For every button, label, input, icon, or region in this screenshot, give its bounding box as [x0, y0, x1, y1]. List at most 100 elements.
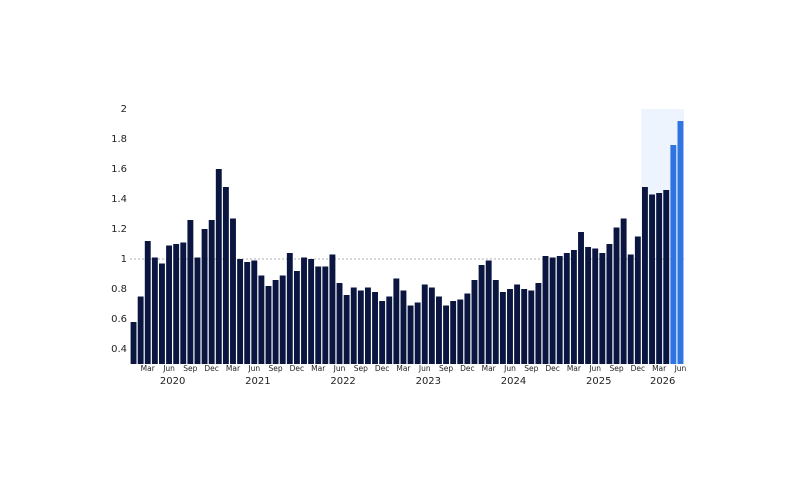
bar [372, 292, 378, 364]
x-tick-label: Mar [311, 364, 326, 373]
bar [350, 287, 357, 364]
bar [656, 193, 663, 364]
y-tick-label: 1.6 [111, 164, 127, 175]
bar [237, 259, 244, 364]
x-tick-label: Jun [588, 364, 601, 373]
bar [464, 293, 471, 364]
x-tick-label: Jun [333, 364, 346, 373]
x-tick-label: Dec [631, 364, 646, 373]
year-label: 2026 [650, 376, 675, 387]
year-label: 2024 [501, 376, 526, 387]
bar [414, 302, 421, 364]
x-tick-label: Sep [183, 364, 197, 373]
bar [293, 271, 300, 364]
year-label: 2025 [586, 376, 611, 387]
bar [173, 244, 180, 364]
bar [308, 259, 315, 364]
year-label: 2021 [245, 376, 270, 387]
bar [421, 284, 428, 364]
bar [620, 218, 627, 364]
bar [528, 290, 535, 364]
bar [208, 220, 215, 364]
x-tick-label: Mar [226, 364, 241, 373]
bar [265, 286, 272, 364]
bar [507, 289, 513, 364]
bar [436, 296, 442, 364]
x-tick-label: Jun [247, 364, 260, 373]
year-label: 2022 [330, 376, 355, 387]
x-tick-label: Sep [609, 364, 623, 373]
bar [499, 292, 506, 364]
bar [244, 262, 251, 364]
y-tick-label: 1 [121, 254, 127, 265]
bar [641, 187, 648, 364]
bar [677, 121, 684, 364]
bar [450, 301, 457, 364]
x-tick-label: Jun [162, 364, 175, 373]
y-tick-label: 0.4 [111, 344, 127, 355]
bar [301, 257, 307, 364]
bar [556, 256, 563, 364]
x-tick-label: Mar [567, 364, 582, 373]
bar [272, 280, 279, 364]
x-tick-label: Jun [418, 364, 431, 373]
x-tick-label: Dec [460, 364, 475, 373]
x-tick-label: Mar [482, 364, 497, 373]
bar [258, 275, 265, 364]
bar [492, 280, 499, 364]
x-tick-label: Sep [269, 364, 283, 373]
bar [578, 232, 584, 364]
x-tick-label: Jun [503, 364, 516, 373]
y-tick-label: 1.2 [111, 224, 127, 235]
bar [151, 257, 158, 364]
bar [443, 305, 450, 364]
bar [535, 283, 542, 364]
x-tick-label: Dec [545, 364, 560, 373]
bar [485, 260, 492, 364]
y-tick-label: 0.8 [111, 284, 127, 295]
bar [521, 289, 528, 364]
bar [379, 301, 386, 364]
highlight-region [641, 109, 684, 364]
bar [542, 256, 549, 364]
bar [514, 284, 521, 364]
x-tick-label: Sep [354, 364, 368, 373]
x-tick-label: Sep [439, 364, 453, 373]
bar [627, 254, 634, 364]
bar [649, 194, 655, 364]
bar [599, 253, 606, 364]
bar [222, 187, 229, 364]
x-tick-label: Jun [674, 364, 687, 373]
bar [230, 218, 236, 364]
x-tick-label: Sep [524, 364, 538, 373]
bar [329, 254, 336, 364]
bar [428, 287, 435, 364]
bar [585, 247, 592, 364]
bar [159, 263, 165, 364]
bar [357, 290, 364, 364]
y-tick-label: 0.6 [111, 314, 127, 325]
y-tick-label: 1.4 [111, 194, 127, 205]
bar [336, 283, 343, 364]
bar [570, 250, 577, 364]
bar [201, 229, 208, 364]
y-tick-label: 2 [121, 104, 127, 115]
x-tick-label: Dec [375, 364, 390, 373]
y-tick-label: 1.8 [111, 134, 127, 145]
bar [457, 299, 464, 364]
year-label: 2023 [416, 376, 441, 387]
bar [251, 260, 258, 364]
bar [393, 278, 400, 364]
bar [215, 169, 222, 364]
bar [670, 145, 677, 364]
year-label: 2020 [160, 376, 185, 387]
x-tick-label: Dec [290, 364, 305, 373]
bar [400, 290, 407, 364]
x-tick-label: Dec [204, 364, 219, 373]
bar [407, 305, 414, 364]
bar [613, 227, 620, 364]
bar [315, 266, 322, 364]
bar [144, 241, 151, 364]
x-tick-label: Mar [396, 364, 411, 373]
